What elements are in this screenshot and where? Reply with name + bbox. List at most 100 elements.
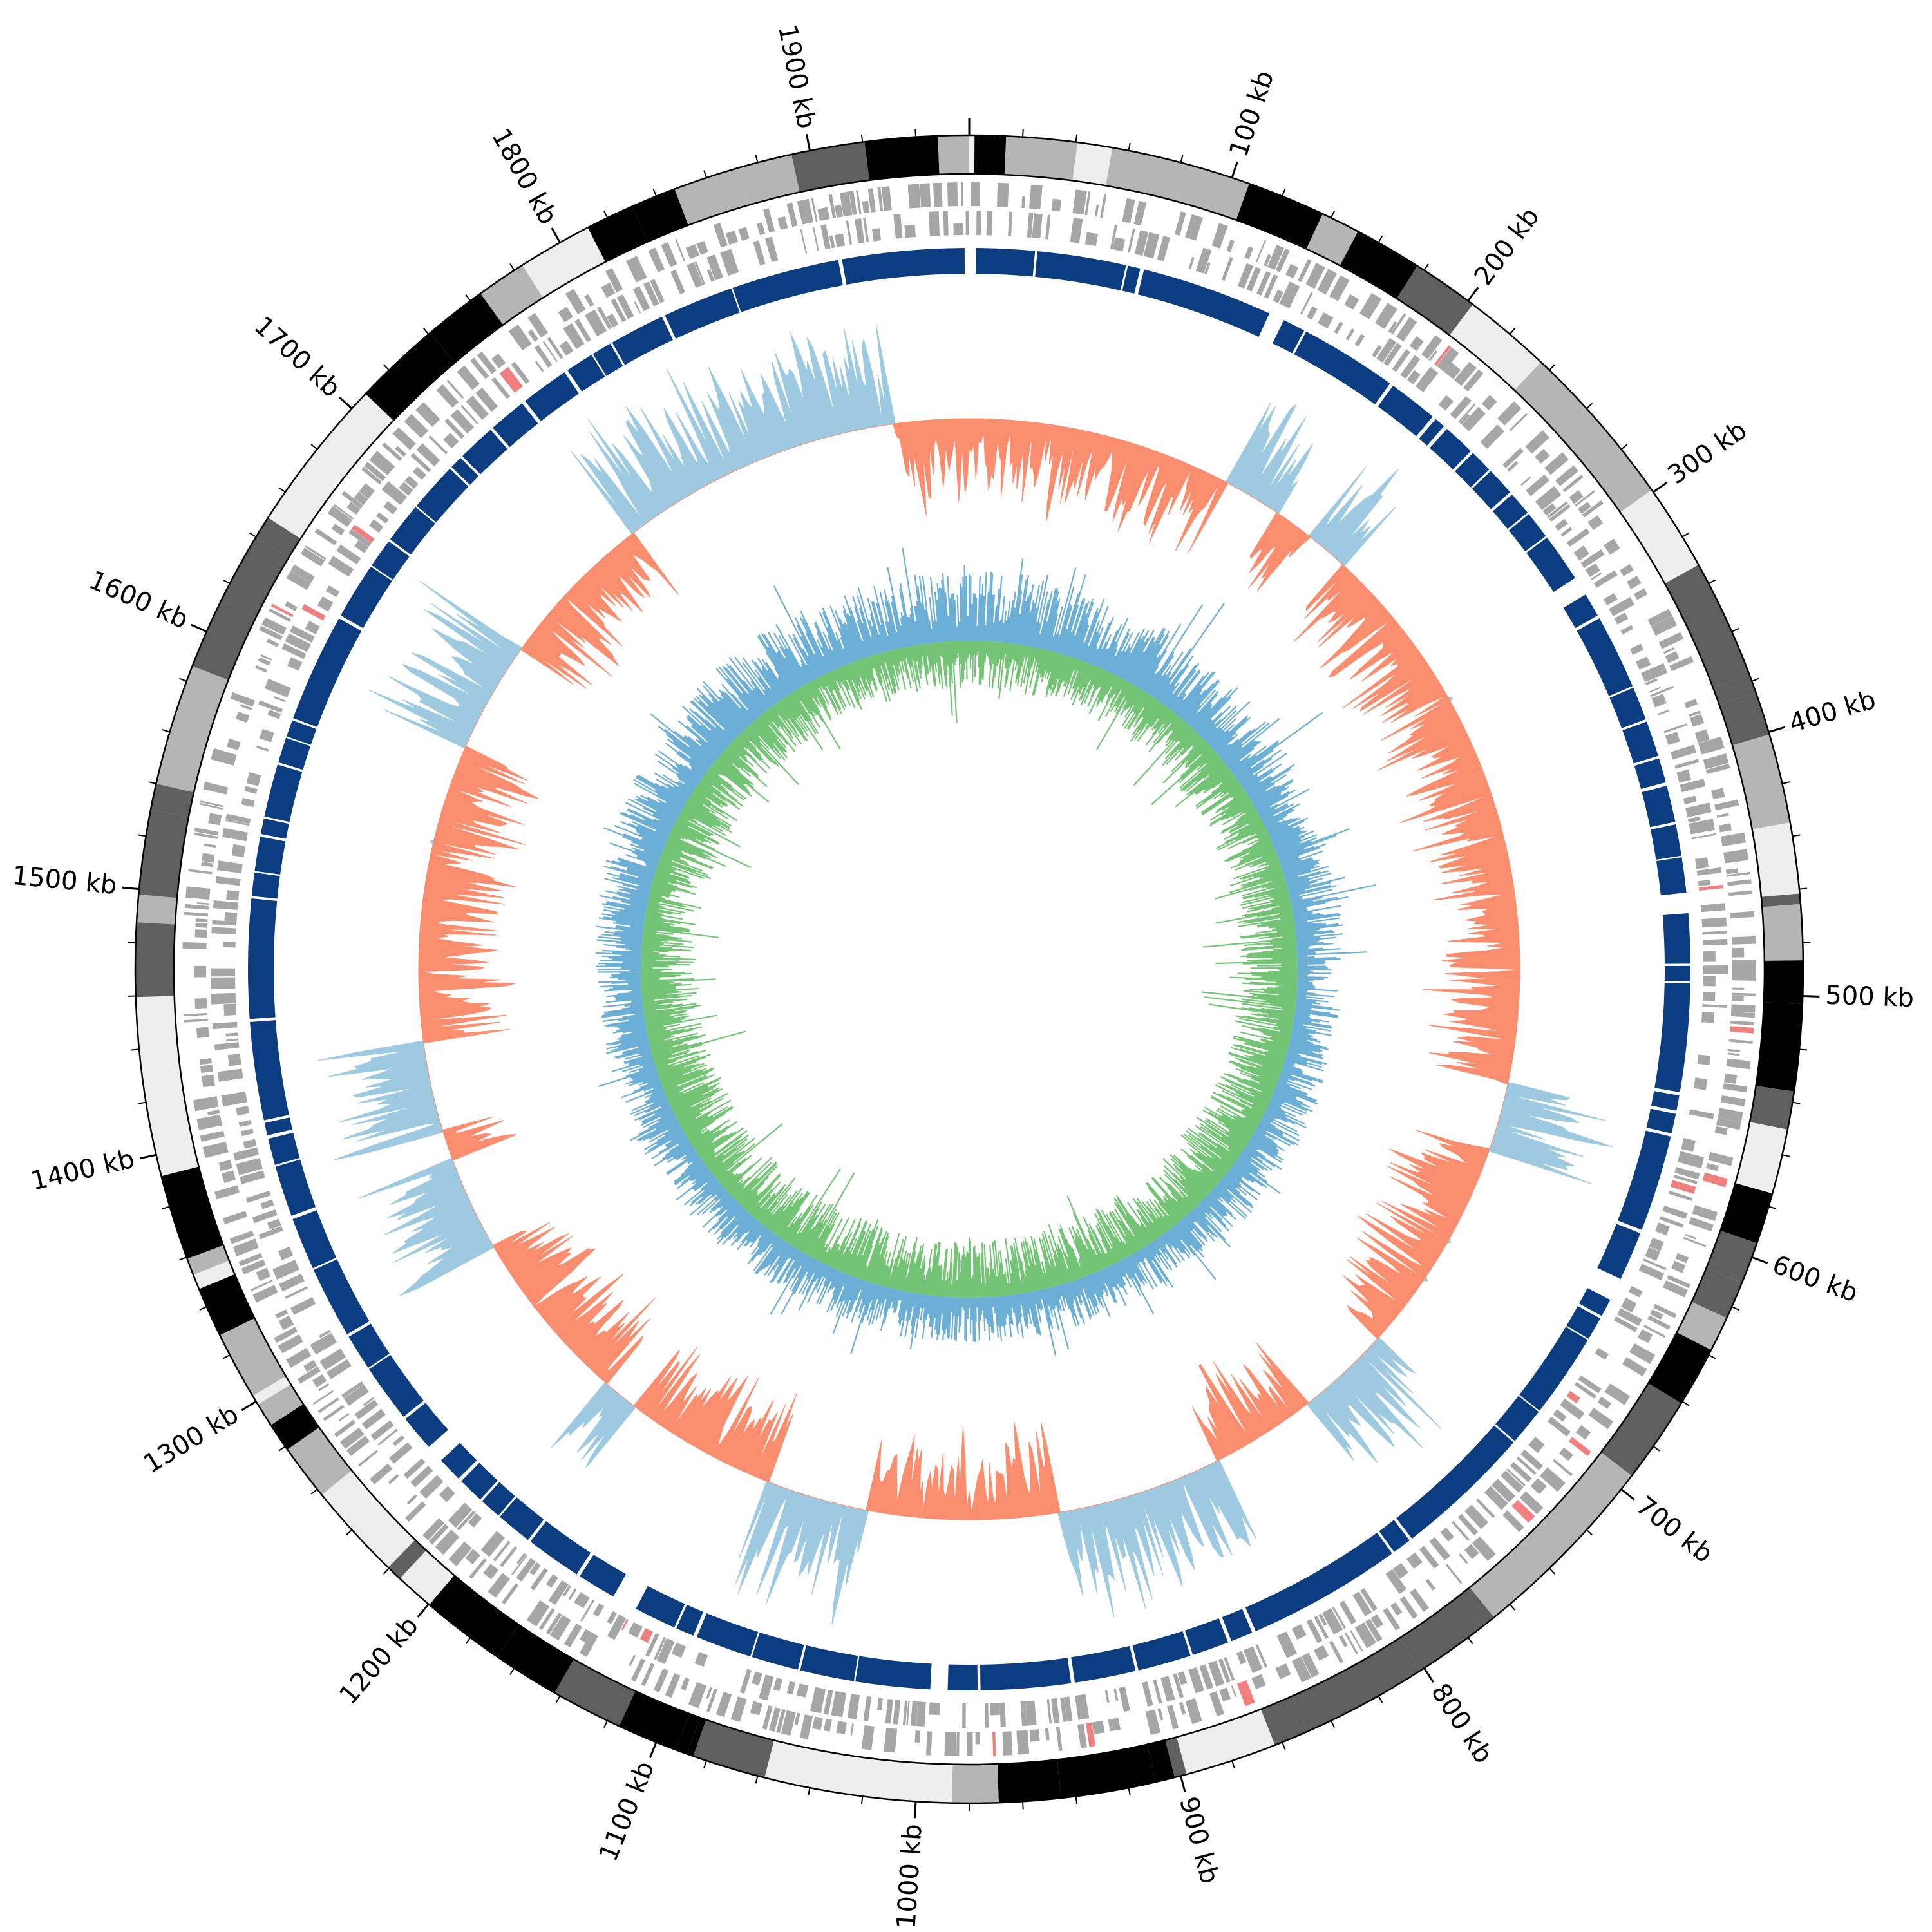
contig-block xyxy=(372,541,410,580)
gene-feature xyxy=(1730,911,1755,919)
gene-feature xyxy=(281,643,307,659)
gene-feature xyxy=(1444,362,1461,379)
minor-tick xyxy=(278,487,286,493)
ideogram-band xyxy=(1719,692,1770,746)
gene-feature xyxy=(218,1159,232,1171)
contig-block xyxy=(567,354,605,392)
gene-feature xyxy=(1703,753,1729,770)
gene-feature xyxy=(1264,274,1278,299)
gene-feature xyxy=(236,1157,263,1175)
gene-feature xyxy=(1638,1264,1665,1281)
gene-feature xyxy=(305,545,327,560)
ideogram-band xyxy=(554,1659,636,1727)
minor-tick xyxy=(555,1695,561,1703)
gene-feature xyxy=(1077,1723,1087,1748)
ideogram-band xyxy=(1648,1332,1712,1404)
gene-feature xyxy=(906,1701,910,1726)
gene-feature xyxy=(829,235,835,249)
gene-feature xyxy=(1675,1253,1689,1264)
gene-feature xyxy=(361,466,383,485)
ideogram-band xyxy=(1514,362,1553,401)
minor-tick xyxy=(603,210,609,218)
minor-tick xyxy=(509,263,515,271)
gene-feature xyxy=(1641,663,1668,683)
gene-feature xyxy=(1620,625,1634,635)
minor-tick xyxy=(1128,142,1131,151)
ideogram-band xyxy=(480,265,544,325)
gene-feature xyxy=(199,1057,213,1065)
gene-feature xyxy=(1516,1456,1537,1475)
contig-block xyxy=(440,1443,477,1479)
gene-feature xyxy=(1002,1731,1013,1756)
tick-label: 1800 kb xyxy=(486,124,563,230)
gene-feature xyxy=(354,540,369,553)
gene-feature xyxy=(214,1042,240,1050)
gene-feature xyxy=(1698,879,1711,886)
minor-tick xyxy=(808,1787,811,1796)
minor-tick xyxy=(755,1776,759,1784)
minor-tick xyxy=(1620,444,1628,450)
gene-feature xyxy=(1726,871,1751,877)
major-tick xyxy=(339,396,353,410)
gene-feature xyxy=(1645,1247,1660,1261)
gene-feature xyxy=(863,218,869,243)
gene-feature xyxy=(1651,616,1678,636)
gene-feature xyxy=(1060,1697,1067,1722)
gene-feature xyxy=(1344,294,1359,310)
gene-feature xyxy=(207,1110,220,1116)
gene-feature xyxy=(338,1413,350,1422)
gene-feature xyxy=(1566,528,1590,547)
gene-feature xyxy=(534,345,553,368)
gene-feature xyxy=(465,1549,480,1565)
minor-tick xyxy=(1282,189,1286,197)
gene-feature xyxy=(370,1420,394,1441)
gene-feature xyxy=(1692,1205,1718,1222)
gene-feature xyxy=(1463,369,1484,392)
gene-feature xyxy=(229,1230,254,1244)
gene-feature xyxy=(328,556,354,577)
ideogram-band xyxy=(619,1690,690,1750)
gene-feature xyxy=(1702,992,1716,1002)
gene-feature xyxy=(773,1678,783,1691)
gene-feature xyxy=(884,1727,898,1753)
gene-feature xyxy=(971,182,980,207)
gene-feature xyxy=(1314,1616,1329,1639)
ideogram-band xyxy=(341,1492,412,1564)
gene-feature xyxy=(867,188,876,213)
contig-block xyxy=(1132,1631,1191,1671)
gene-feature xyxy=(1718,823,1732,833)
gene-feature xyxy=(656,1638,675,1665)
gene-feature xyxy=(750,1701,763,1716)
gene-feature xyxy=(203,781,229,795)
minor-tick xyxy=(162,1206,170,1209)
gene-feature xyxy=(529,1562,541,1576)
contig-block xyxy=(592,343,623,376)
contig-block xyxy=(416,468,469,523)
gene-feature xyxy=(1301,1653,1320,1678)
minor-tick xyxy=(162,729,170,733)
gene-feature xyxy=(1344,1633,1358,1654)
ideogram-track xyxy=(134,134,1804,1804)
ideogram-band xyxy=(1762,904,1803,961)
gene-feature xyxy=(435,1530,460,1555)
ideogram-band xyxy=(221,537,289,618)
gene-feature xyxy=(483,1564,499,1580)
tick-label: 1600 kb xyxy=(84,565,193,635)
ideogram-band xyxy=(138,810,189,898)
contig-block xyxy=(1495,1396,1539,1441)
contig-block xyxy=(264,764,303,822)
contig-block xyxy=(260,818,289,839)
major-tick xyxy=(1231,161,1238,178)
gene-feature xyxy=(1072,189,1087,215)
contig-block xyxy=(1245,1532,1392,1631)
gene-feature xyxy=(1396,317,1417,342)
gene-feature xyxy=(375,512,389,524)
ideogram-band xyxy=(135,922,175,998)
gene-feature xyxy=(632,286,650,312)
ideogram-band xyxy=(1601,1383,1681,1476)
gene-feature xyxy=(259,625,283,641)
gene-feature xyxy=(1703,976,1716,982)
gene-feature xyxy=(286,1348,312,1368)
minor-tick xyxy=(914,129,917,137)
gene-feature xyxy=(872,228,882,242)
